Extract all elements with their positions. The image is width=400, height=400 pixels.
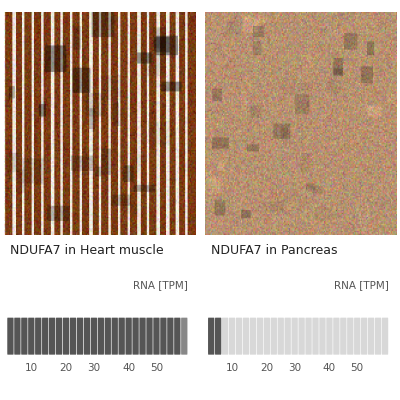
FancyBboxPatch shape	[243, 318, 249, 355]
FancyBboxPatch shape	[305, 318, 312, 355]
FancyBboxPatch shape	[153, 318, 160, 355]
Text: RNA [TPM]: RNA [TPM]	[334, 280, 389, 290]
FancyBboxPatch shape	[292, 318, 298, 355]
FancyBboxPatch shape	[84, 318, 90, 355]
FancyBboxPatch shape	[208, 318, 214, 355]
FancyBboxPatch shape	[167, 318, 174, 355]
FancyBboxPatch shape	[35, 318, 42, 355]
FancyBboxPatch shape	[347, 318, 354, 355]
FancyBboxPatch shape	[319, 318, 326, 355]
FancyBboxPatch shape	[126, 318, 132, 355]
FancyBboxPatch shape	[375, 318, 381, 355]
FancyBboxPatch shape	[361, 318, 367, 355]
FancyBboxPatch shape	[236, 318, 242, 355]
FancyBboxPatch shape	[340, 318, 346, 355]
FancyBboxPatch shape	[42, 318, 48, 355]
FancyBboxPatch shape	[278, 318, 284, 355]
Text: 40: 40	[323, 363, 336, 373]
Text: 30: 30	[87, 363, 100, 373]
FancyBboxPatch shape	[105, 318, 111, 355]
FancyBboxPatch shape	[118, 318, 125, 355]
FancyBboxPatch shape	[146, 318, 153, 355]
FancyBboxPatch shape	[21, 318, 28, 355]
Text: 50: 50	[351, 363, 364, 373]
Text: 30: 30	[288, 363, 301, 373]
FancyBboxPatch shape	[132, 318, 139, 355]
FancyBboxPatch shape	[215, 318, 221, 355]
Text: 20: 20	[260, 363, 274, 373]
FancyBboxPatch shape	[271, 318, 277, 355]
FancyBboxPatch shape	[222, 318, 228, 355]
FancyBboxPatch shape	[326, 318, 332, 355]
FancyBboxPatch shape	[181, 318, 188, 355]
FancyBboxPatch shape	[264, 318, 270, 355]
Text: NDUFA7 in Pancreas: NDUFA7 in Pancreas	[210, 244, 337, 256]
Text: 10: 10	[226, 363, 239, 373]
FancyBboxPatch shape	[7, 318, 14, 355]
FancyBboxPatch shape	[112, 318, 118, 355]
FancyBboxPatch shape	[312, 318, 319, 355]
FancyBboxPatch shape	[14, 318, 20, 355]
FancyBboxPatch shape	[382, 318, 388, 355]
FancyBboxPatch shape	[139, 318, 146, 355]
Text: 50: 50	[150, 363, 163, 373]
FancyBboxPatch shape	[298, 318, 305, 355]
FancyBboxPatch shape	[98, 318, 104, 355]
FancyBboxPatch shape	[77, 318, 83, 355]
Text: RNA [TPM]: RNA [TPM]	[133, 280, 188, 290]
Text: 10: 10	[25, 363, 38, 373]
Text: 40: 40	[122, 363, 135, 373]
FancyBboxPatch shape	[63, 318, 69, 355]
FancyBboxPatch shape	[257, 318, 263, 355]
FancyBboxPatch shape	[174, 318, 180, 355]
FancyBboxPatch shape	[284, 318, 291, 355]
FancyBboxPatch shape	[354, 318, 360, 355]
FancyBboxPatch shape	[70, 318, 76, 355]
FancyBboxPatch shape	[56, 318, 62, 355]
FancyBboxPatch shape	[28, 318, 34, 355]
FancyBboxPatch shape	[250, 318, 256, 355]
Text: 20: 20	[60, 363, 73, 373]
FancyBboxPatch shape	[368, 318, 374, 355]
FancyBboxPatch shape	[229, 318, 235, 355]
FancyBboxPatch shape	[333, 318, 340, 355]
FancyBboxPatch shape	[160, 318, 166, 355]
FancyBboxPatch shape	[91, 318, 97, 355]
FancyBboxPatch shape	[49, 318, 55, 355]
Text: NDUFA7 in Heart muscle: NDUFA7 in Heart muscle	[10, 244, 163, 256]
